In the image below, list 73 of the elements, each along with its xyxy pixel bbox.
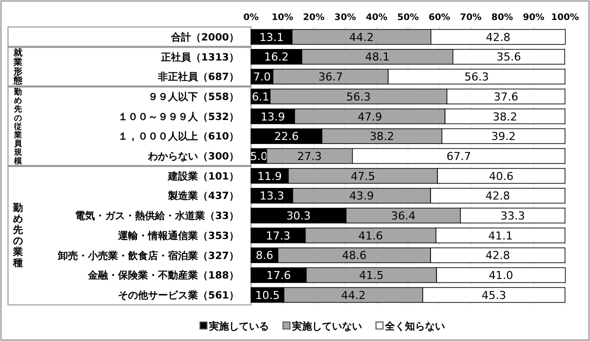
data-label: 13.1 [259, 30, 284, 44]
y-tick-label: その他サービス業（561） [118, 289, 239, 302]
data-label: 41.5 [359, 269, 384, 282]
x-tick-label: 60% [428, 13, 450, 23]
data-label: 13.9 [260, 110, 286, 124]
data-label: 48.1 [365, 50, 390, 64]
y-tick-label: 卸売・小売業・飲食店・宿泊業（327） [57, 250, 239, 262]
y-tick-label: １００～９９９人（532） [118, 110, 239, 123]
data-label: 30.3 [286, 210, 311, 223]
text: 勤め先の業種 [12, 202, 23, 269]
data-label: 35.6 [496, 50, 522, 64]
y-tick-label: わからない（300） [147, 152, 239, 163]
data-label: 6.1 [252, 90, 270, 104]
data-label: 44.2 [341, 288, 366, 302]
x-tick-label: 50% [397, 13, 419, 23]
y-tick-label: 正社員（1313） [160, 51, 239, 64]
y-tick-label: 非正社員（687） [157, 71, 239, 84]
data-label: 10.5 [255, 288, 280, 302]
x-tick-label: 20% [303, 13, 325, 23]
y-tick-label: 建設業（101） [167, 170, 239, 182]
data-label: 36.7 [318, 70, 343, 84]
y-tick-label: １，０００人以上（610） [118, 130, 239, 143]
data-label: 42.8 [486, 190, 510, 203]
data-label: 39.2 [491, 130, 516, 144]
data-label: 47.9 [358, 110, 382, 124]
data-label: 56.3 [464, 70, 489, 84]
data-label: 11.9 [257, 170, 282, 183]
x-tick-label: 10% [272, 13, 294, 23]
y-tick-label: 電気・ガス・熱供給・水道業（33） [75, 210, 239, 222]
data-label: 47.5 [350, 170, 376, 183]
data-label: 33.3 [500, 210, 525, 223]
legend-label: 実施していない [291, 320, 362, 332]
data-label: 17.6 [266, 269, 291, 282]
y-tick-label: 運輸・情報通信業（353） [117, 230, 239, 242]
data-label: 40.6 [489, 170, 514, 183]
legend-label: 実施している [208, 320, 269, 332]
data-label: 37.6 [494, 90, 518, 104]
data-label: 13.3 [260, 190, 284, 203]
data-label: 41.6 [358, 229, 383, 242]
data-label: 67.7 [446, 150, 471, 163]
series-label: 全く知らない [384, 320, 445, 332]
text: 就業形態 [12, 47, 24, 87]
y-tick-label: 合計（2000） [170, 31, 239, 44]
data-label: 38.2 [492, 110, 518, 124]
x-tick-label: 100% [551, 13, 579, 23]
data-label: 56.3 [346, 90, 371, 104]
data-label: 22.6 [274, 130, 299, 144]
x-tick-label: 0% [243, 13, 259, 23]
x-tick-label: 80% [491, 13, 513, 23]
data-label: 42.8 [486, 249, 510, 262]
data-label: 27.3 [297, 150, 322, 163]
data-label: 44.2 [349, 30, 374, 44]
data-label: 41.0 [488, 269, 514, 282]
y-tick-label: 製造業（437） [167, 190, 239, 202]
data-label: 43.9 [349, 190, 374, 203]
data-label: 7.0 [253, 70, 271, 84]
x-tick-label: 90% [522, 13, 544, 23]
data-label: 48.6 [342, 249, 367, 262]
data-label: 17.3 [266, 229, 290, 242]
data-label: 5.0 [250, 150, 268, 163]
y-tick-label: ９９人以下（558） [148, 90, 239, 103]
data-label: 8.6 [256, 249, 274, 262]
x-tick-label: 40% [366, 13, 388, 23]
data-label: 41.1 [488, 229, 513, 242]
y-tick-label: 金融・保険業・不動産業（188） [87, 270, 239, 282]
text: 勤め先の従業員規模 [14, 86, 22, 166]
data-label: 16.2 [264, 50, 289, 64]
x-tick-label: 30% [334, 13, 356, 23]
data-label: 42.8 [486, 30, 510, 44]
data-label: 45.3 [482, 288, 506, 302]
x-tick-label: 70% [460, 13, 482, 23]
data-label: 38.2 [370, 130, 394, 144]
data-label: 36.4 [391, 210, 416, 223]
